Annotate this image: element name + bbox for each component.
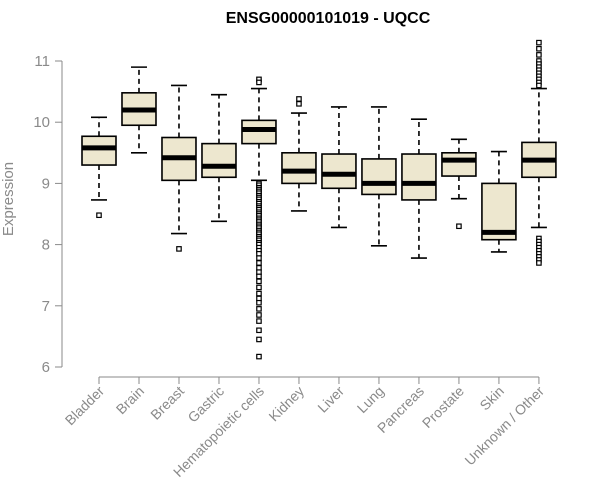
box-unknown-other [521,39,557,266]
outlier-point [256,327,262,334]
outlier-point [256,79,262,86]
x-tick-label: Kidney [265,383,307,425]
outlier-point [296,101,302,107]
box-gastric [201,93,237,223]
outlier-point [256,260,262,266]
boxes [81,39,557,360]
box-kidney [281,96,317,212]
box-liver [321,106,357,229]
outlier-point [456,223,462,230]
outlier-point [256,312,262,318]
box-lung [361,106,397,247]
outlier-point [296,96,302,102]
y-tick-label: 6 [42,359,50,376]
y-tick-label: 7 [42,298,50,315]
box-brain [121,66,157,154]
axes: 6 7 8 9 10 11 [33,53,539,378]
iqr-box [201,142,237,179]
chart-title: ENSG00000101019 - UQCC [226,10,431,27]
outlier-point [256,290,262,297]
x-tick-label: Liver [314,383,347,416]
y-tick-label: 8 [42,237,50,254]
outlier-point [256,255,262,261]
iqr-box [81,135,117,166]
iqr-box [401,153,437,201]
x-tick-label: Breast [147,383,187,423]
outlier-point [256,353,262,360]
outlier-point [536,82,542,89]
x-tick-label: Lung [354,383,387,416]
outlier-point [256,299,262,306]
y-tick-label: 11 [34,53,50,70]
box-breast [161,84,197,252]
box-bladder [81,116,117,219]
outlier-point [536,52,542,58]
x-tick-label: Bladder [62,383,108,429]
y-axis-label: Expression [0,162,17,236]
box-prostate [441,138,477,230]
outlier-point [176,246,182,252]
outlier-point [256,278,262,285]
x-tick-label: Skin [476,383,507,414]
outlier-point [256,273,262,280]
x-tick-label: Prostate [419,383,467,431]
iqr-box [361,158,397,196]
outlier-point [256,318,262,324]
outlier-point [256,284,262,291]
outlier-point [536,39,542,46]
outlier-point [256,306,262,312]
outlier-point [96,212,102,219]
iqr-box [281,152,317,185]
box-hematopoietic-cells [241,76,277,360]
box-skin [481,150,517,253]
iqr-box [321,153,357,190]
y-tick-label: 9 [42,175,50,192]
box-pancreas [401,118,437,259]
outlier-point [256,336,262,343]
x-tick-label: Brain [113,383,147,417]
y-tick-label: 10 [33,114,50,131]
outlier-point [536,45,542,52]
outlier-point [536,260,542,266]
iqr-box [441,152,477,177]
